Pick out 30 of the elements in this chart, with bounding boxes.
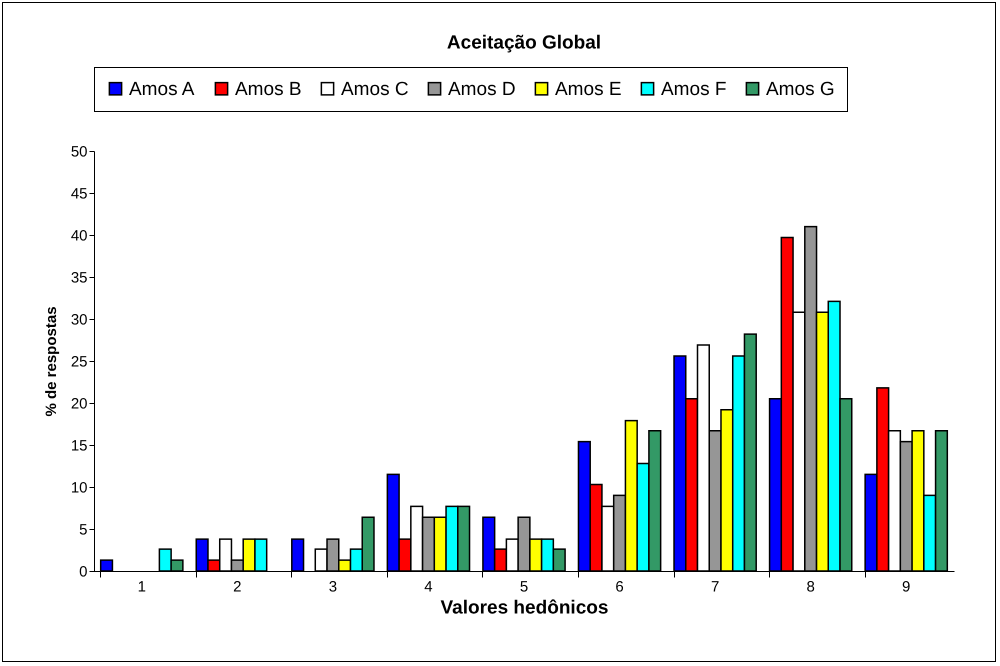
y-axis-title: % de respostas [42, 306, 60, 417]
y-tick-label: 45 [70, 186, 88, 202]
y-tick-label: 15 [70, 438, 88, 454]
x-axis-title: Valores hedônicos [440, 598, 608, 618]
y-tick-label: 10 [70, 480, 88, 496]
legend-label: Amos A [129, 78, 195, 100]
y-tick-label: 25 [70, 354, 88, 370]
x-tick-label: 9 [902, 578, 910, 596]
y-tick-label: 40 [70, 228, 88, 244]
x-tick-label: 7 [710, 578, 720, 596]
x-tick-label: 5 [520, 578, 528, 596]
x-tick-label: 8 [806, 578, 815, 596]
x-tick-label: 1 [138, 578, 146, 596]
legend-label: Amos D [448, 78, 516, 100]
x-tick-label: 3 [328, 578, 338, 596]
y-tick-label: 20 [70, 396, 88, 412]
legend-label: Amos B [235, 78, 302, 100]
legend-label: Amos F [661, 78, 726, 100]
legend-label: Amos E [555, 78, 622, 100]
x-tick-label: 4 [424, 578, 433, 596]
x-tick-label: 6 [615, 578, 624, 596]
y-tick-label: 30 [70, 312, 88, 328]
chart-title: Aceitação Global [446, 32, 602, 54]
x-tick-label: 2 [233, 578, 242, 596]
y-tick-label: 5 [79, 522, 88, 538]
y-tick-label: 0 [79, 564, 88, 580]
legend-label: Amos G [766, 78, 835, 100]
legend-label: Amos C [341, 78, 409, 100]
y-tick-label: 35 [70, 270, 88, 286]
y-tick-label: 50 [70, 144, 88, 160]
